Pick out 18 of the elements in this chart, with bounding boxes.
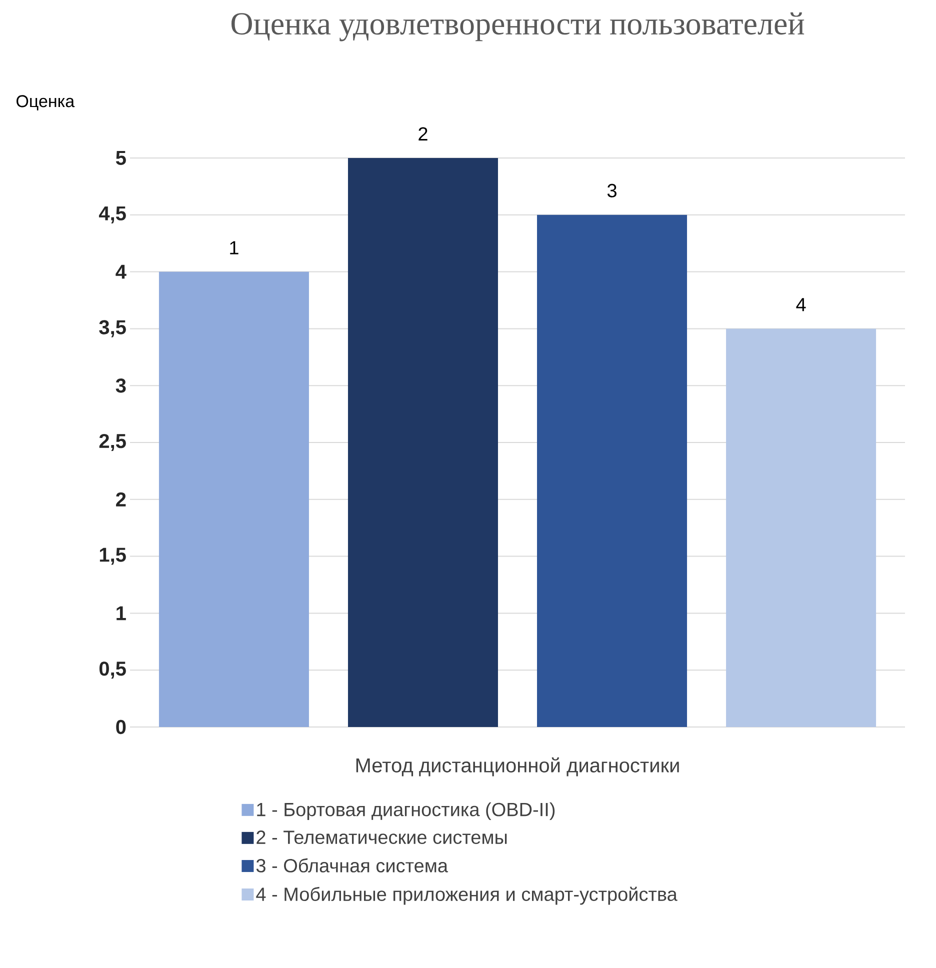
y-tick-label: 0 [116, 720, 126, 734]
y-tick-label: 2 [116, 492, 126, 506]
y-tick-label: 2,5 [99, 434, 126, 452]
y-tick-label: 5 [116, 151, 126, 165]
legend-label: 4 - Мобильные приложения и смарт-устройства [256, 886, 678, 905]
chart-title: Оценка удовлетворенности пользователей [231, 12, 804, 42]
y-tick-label: 1 [116, 606, 126, 620]
legend-label: 3 - Облачная система [256, 858, 448, 872]
y-tick-label: 3,5 [99, 320, 126, 338]
y-tick-label: 4 [116, 264, 126, 279]
legend-label: 2 - Телематические системы [256, 830, 507, 844]
x-axis-title: Метод дистанционной диагностики [356, 757, 679, 776]
y-tick-label: 3 [116, 378, 126, 393]
y-tick-label: 0,5 [99, 662, 126, 679]
y-tick-label: 4,5 [98, 206, 126, 224]
legend-label: 1 - Бортовая диагностика (OBD-II) [257, 802, 555, 820]
y-tick-label: 1,5 [100, 548, 126, 565]
y-axis-title: Оценка [16, 95, 75, 110]
